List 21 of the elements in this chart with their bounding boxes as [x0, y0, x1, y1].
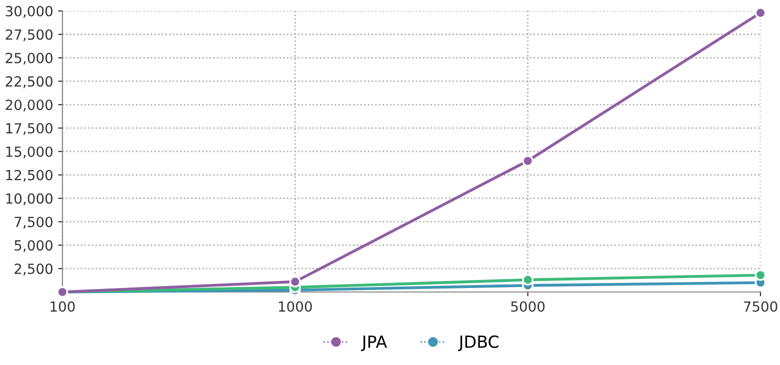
x-tick-label: 7500	[744, 301, 778, 312]
y-tick-label: 15,000	[6, 146, 52, 158]
point	[522, 274, 534, 286]
y-tick-label: 2,500	[14, 264, 52, 276]
y-tick-label: 10,000	[6, 193, 52, 206]
y-tick-label: 30,000	[6, 6, 52, 18]
y-tick-label: 12,500	[6, 170, 52, 182]
y-tick-label: 20,000	[6, 100, 52, 112]
legend-label: JDBC	[458, 335, 498, 352]
x-tick-label: 100	[50, 301, 75, 312]
y-tick-label: 5,000	[14, 240, 52, 252]
legend-label: JPA	[361, 336, 388, 352]
x-tick-label: 1000	[278, 301, 312, 312]
point	[289, 276, 301, 288]
point	[522, 155, 534, 167]
y-tick-label: 27,500	[6, 29, 52, 42]
y-tick-label: 17,500	[6, 123, 52, 135]
y-tick-label: 7,500	[14, 216, 52, 229]
y-tick-label: 22,500	[6, 76, 52, 88]
y-tick-label: 25,000	[6, 52, 52, 65]
x-tick-label: 5000	[511, 301, 545, 312]
